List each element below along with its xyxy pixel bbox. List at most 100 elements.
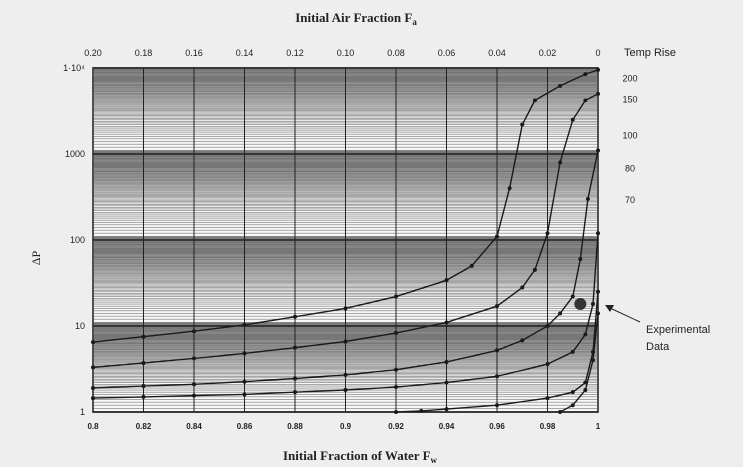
x-tick-label-bottom: 1: [596, 422, 601, 431]
data-point: [583, 332, 588, 337]
x-tick-label-top: 0.16: [185, 48, 203, 58]
data-point: [596, 311, 600, 316]
data-point: [343, 306, 348, 311]
x-tick-label-bottom: 0.92: [388, 422, 404, 431]
data-point: [590, 358, 595, 363]
data-point: [532, 98, 537, 103]
data-point: [578, 257, 583, 262]
data-point: [585, 196, 590, 201]
series-line-80: [92, 233, 599, 399]
x-tick-label-top: 0.02: [539, 48, 557, 58]
annotation-arrowhead: [605, 305, 614, 312]
x-tick-label-bottom: 0.94: [439, 422, 455, 431]
x-tick-label-top: 0.06: [438, 48, 456, 58]
right-axis-label: 70: [625, 195, 635, 205]
data-point: [293, 314, 297, 319]
data-point: [394, 294, 398, 299]
data-point: [570, 294, 575, 299]
right-axis-label: 150: [622, 95, 637, 105]
data-point: [558, 83, 563, 88]
data-point: [495, 403, 499, 408]
data-point: [394, 410, 398, 414]
data-point: [242, 322, 247, 327]
data-point: [444, 360, 449, 365]
series-line-100: [92, 150, 599, 389]
data-point: [343, 339, 348, 344]
data-point: [91, 386, 95, 391]
data-point: [242, 351, 247, 356]
data-point: [141, 394, 146, 399]
data-point: [558, 410, 563, 414]
data-point: [570, 403, 575, 408]
data-point: [394, 330, 398, 335]
data-point: [570, 390, 575, 395]
x-tick-label-top: 0.08: [387, 48, 405, 58]
series-line-150: [92, 93, 599, 369]
y-tick-label: 1: [80, 407, 85, 417]
x-tick-label-bottom: 0.82: [136, 422, 152, 431]
right-axis-label: 200: [622, 73, 637, 83]
data-point: [394, 367, 398, 372]
chart-title: Initial Air Fraction Fa: [295, 10, 417, 27]
x-axis-label: Initial Fraction of Water Fw: [283, 448, 438, 465]
x-tick-label-top: 0.18: [135, 48, 153, 58]
experimental-data-cluster: [574, 298, 587, 311]
data-point: [343, 388, 348, 393]
x-tick-label-top: 0.20: [84, 48, 102, 58]
data-point: [192, 382, 196, 387]
annotation-arrow: [609, 307, 641, 323]
data-point: [520, 285, 525, 290]
right-axis-label: 100: [622, 130, 637, 140]
data-point: [242, 379, 247, 384]
data-point: [444, 407, 449, 412]
tick-layer: 0.8 0.82 0.84 0.86 0.88 0.9 0.92 0.94 0.96 0.98 10…: [63, 48, 637, 431]
data-point: [91, 365, 95, 370]
data-point: [545, 231, 550, 236]
x-tick-label-top: 0.10: [337, 48, 355, 58]
data-point: [570, 117, 575, 122]
data-point: [293, 376, 297, 381]
data-point: [242, 392, 247, 397]
data-point: [558, 160, 563, 165]
data-point: [596, 67, 600, 72]
series-layer: [91, 67, 600, 414]
data-point: [583, 72, 588, 77]
data-point: [192, 329, 196, 334]
data-point: [520, 338, 525, 343]
right-axis-title: Temp Rise: [624, 47, 676, 59]
x-tick-label-top: 0.12: [286, 48, 304, 58]
data-point: [444, 278, 449, 283]
annotation-line2: Data: [646, 341, 670, 353]
data-point: [570, 349, 575, 354]
series-line-200: [92, 69, 599, 343]
data-point: [558, 311, 563, 316]
data-point: [545, 324, 550, 328]
x-tick-label-bottom: 0.86: [237, 422, 253, 431]
y-axis-label: ΔP: [29, 250, 43, 265]
data-point: [495, 234, 499, 239]
y-tick-label: 1·10⁴: [63, 63, 85, 73]
data-point: [495, 374, 499, 379]
y-tick-label: 10: [75, 321, 85, 331]
x-tick-label-bottom: 0.84: [186, 422, 202, 431]
data-point: [596, 91, 600, 96]
data-point: [545, 396, 550, 401]
data-point: [141, 384, 146, 389]
x-tick-label-bottom: 0.9: [340, 422, 352, 431]
data-point: [532, 267, 537, 272]
data-point: [495, 348, 499, 353]
data-point: [520, 122, 525, 127]
x-tick-label-bottom: 0.8: [87, 422, 99, 431]
data-point: [583, 388, 588, 393]
x-tick-label-top: 0.04: [488, 48, 506, 58]
data-point: [596, 148, 600, 153]
data-point: [141, 334, 146, 339]
data-point: [583, 98, 588, 103]
data-point: [419, 408, 424, 413]
right-axis-label: 80: [625, 163, 635, 173]
x-tick-label-bottom: 0.98: [540, 422, 556, 431]
data-point: [444, 320, 449, 325]
data-point: [444, 380, 449, 385]
data-point: [141, 361, 146, 366]
x-tick-label-top: 0.14: [236, 48, 254, 58]
